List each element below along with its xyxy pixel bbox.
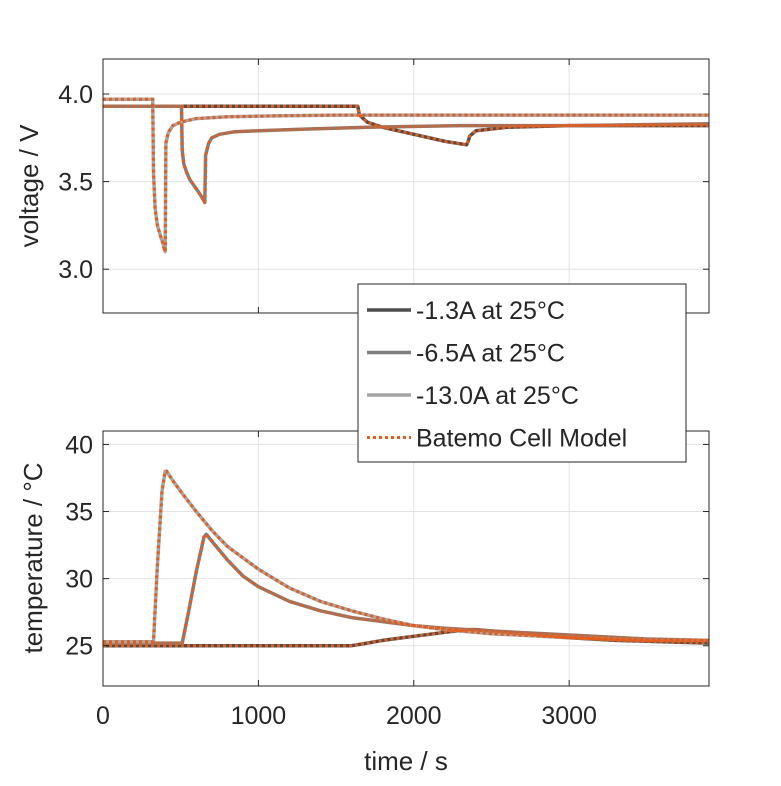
legend-label: -1.3A at 25°C (416, 297, 565, 325)
x-tick-label: 0 (96, 702, 110, 730)
voltage-ticks: 3.0 3.5 4.0 (58, 59, 709, 313)
model-line (103, 628, 709, 648)
legend-entries: -1.3A at 25°C -6.5A at 25°C -13.0A at 25°C… (367, 297, 627, 453)
temperature-ticks: 0 1000 2000 3000 25 30 35 40 (65, 431, 709, 730)
temperature-plot-area (103, 431, 709, 686)
voltage-grid (103, 59, 709, 313)
legend: -1.3A at 25°C -6.5A at 25°C -13.0A at 25°C… (357, 283, 687, 463)
x-tick-label: 2000 (386, 702, 442, 730)
temperature-y-label: temperature / °C (18, 462, 48, 653)
y-tick-label: 30 (65, 566, 93, 594)
y-tick-label: 3.5 (58, 169, 93, 197)
model-line (103, 104, 709, 204)
model-line (103, 469, 709, 644)
y-tick-label: 35 (65, 499, 93, 527)
time-x-label: time / s (364, 746, 448, 776)
legend-label: Batemo Cell Model (416, 425, 627, 453)
legend-label: -6.5A at 25°C (416, 340, 565, 368)
model-line (103, 531, 709, 645)
voltage-series (103, 97, 709, 254)
y-tick-label: 4.0 (58, 81, 93, 109)
temperature-axes: 0 1000 2000 3000 25 30 35 40 temperature / °C t… (18, 430, 710, 776)
temperature-series (103, 469, 709, 648)
voltage-axes: 3.0 3.5 4.0 voltage / V (14, 58, 710, 314)
y-tick-label: 40 (65, 431, 93, 459)
series-line-13-0a-at-25-c (103, 97, 709, 254)
x-tick-label: 1000 (231, 702, 287, 730)
y-tick-label: 25 (65, 633, 93, 661)
legend-box (357, 283, 687, 463)
x-tick-label: 3000 (541, 702, 597, 730)
y-tick-label: 3.0 (58, 256, 93, 284)
legend-label: -13.0A at 25°C (416, 382, 579, 410)
voltage-y-label: voltage / V (14, 124, 44, 248)
